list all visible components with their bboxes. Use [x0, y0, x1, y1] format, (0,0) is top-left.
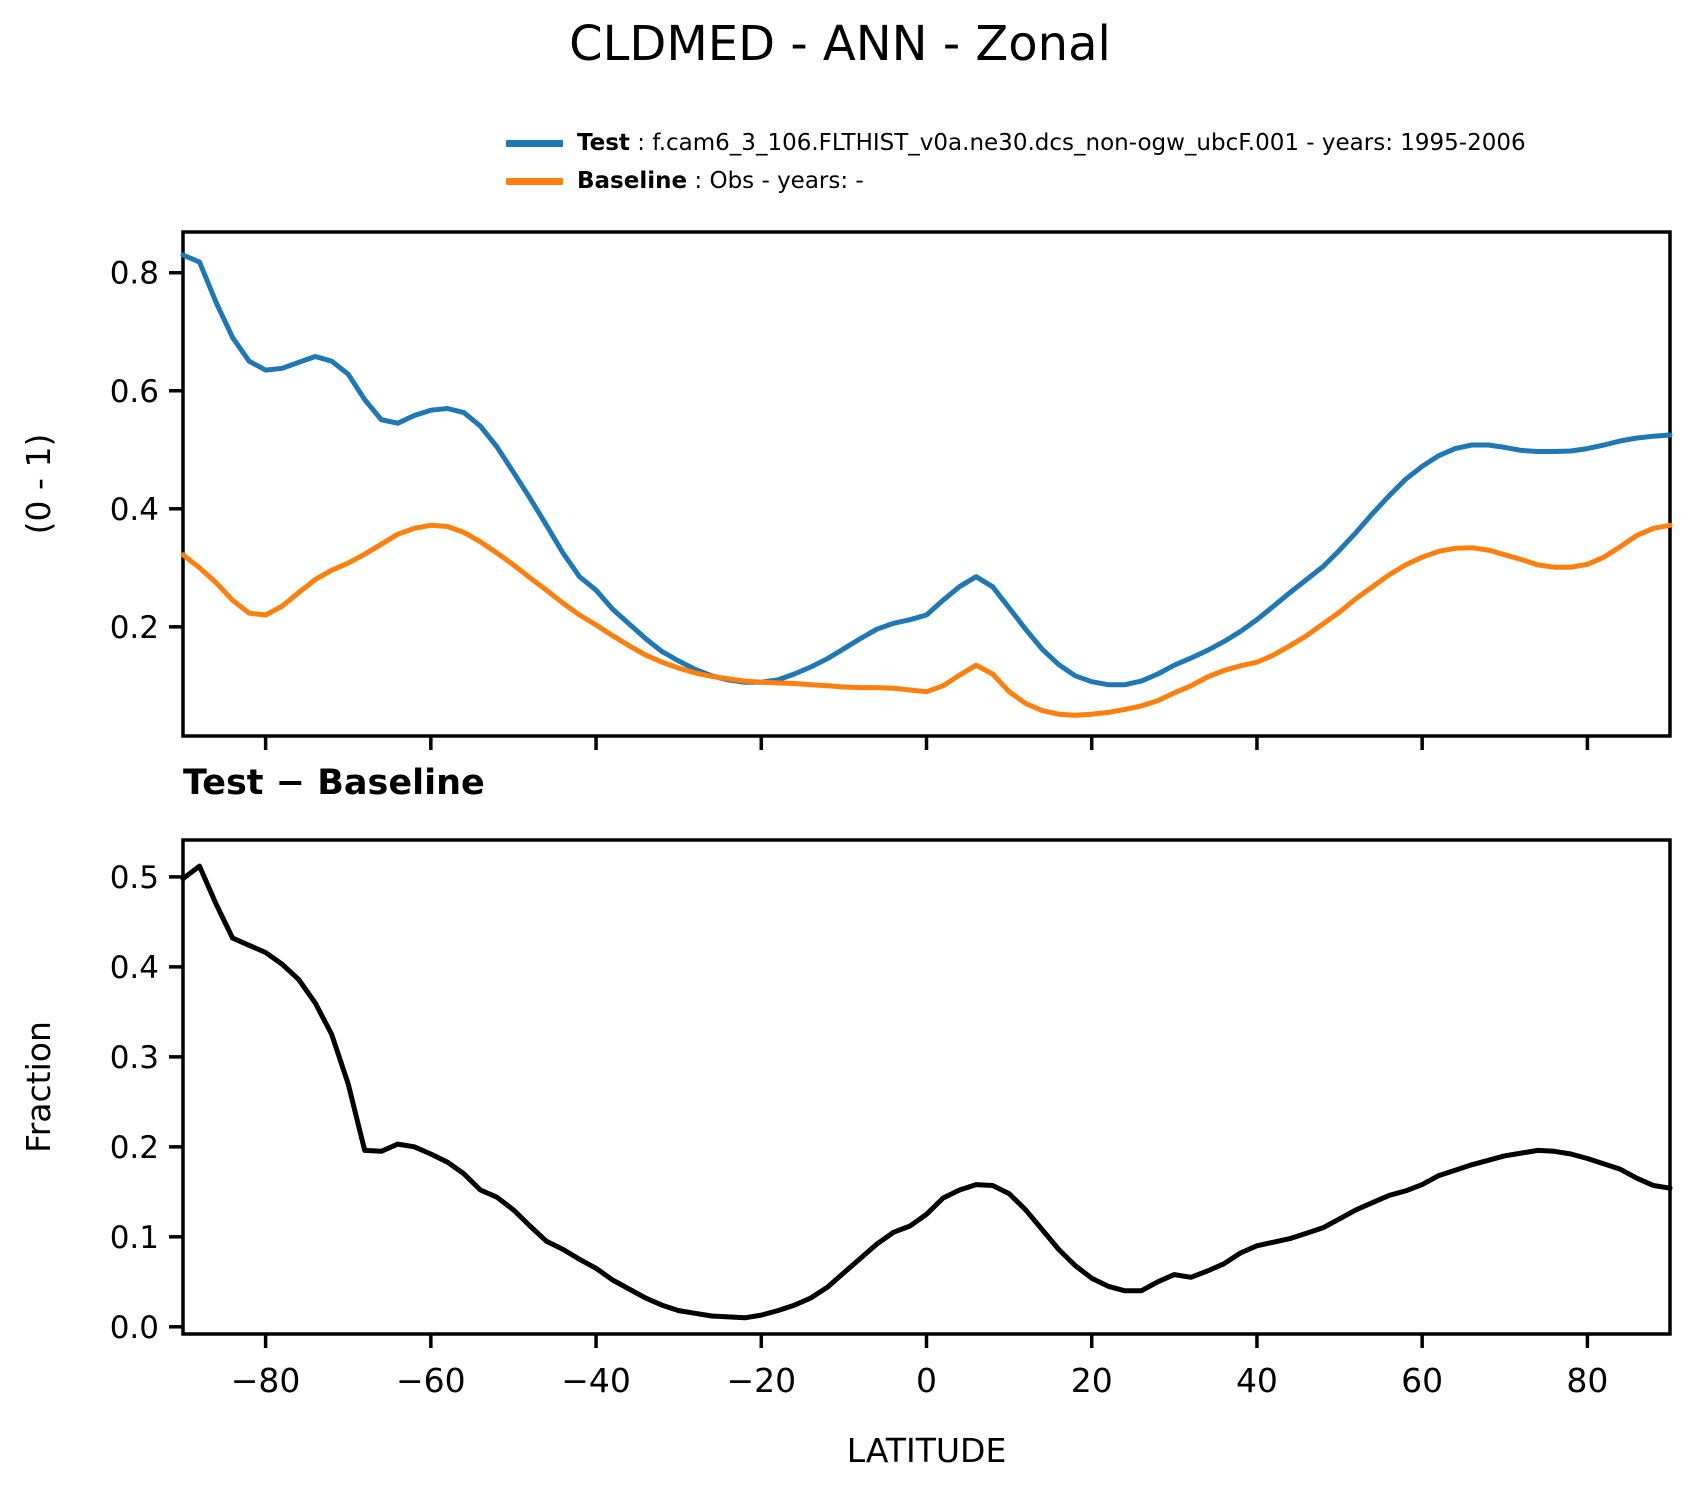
y-tick-label: 0.4 — [110, 950, 159, 986]
y-tick-label: 0.2 — [110, 1130, 159, 1166]
x-tick-label: −40 — [561, 1361, 631, 1400]
y-tick-label: 0.3 — [110, 1040, 159, 1076]
diff-plot-frame — [181, 838, 1672, 1336]
y-tick-label: 0.8 — [110, 256, 159, 292]
diff-plot-xlabel: LATITUDE — [847, 1431, 1007, 1470]
legend-label-test: Test — [577, 130, 630, 156]
x-tick-label: 40 — [1236, 1361, 1278, 1400]
test-line — [180, 252, 1673, 688]
y-tick-label: 0.4 — [110, 492, 159, 528]
test-line-swatch — [506, 139, 563, 147]
x-tick-label: −20 — [726, 1361, 796, 1400]
diff-plot-ylabel: Fraction — [19, 1021, 58, 1153]
x-tick-label: −60 — [396, 1361, 466, 1400]
x-tick-label: 60 — [1401, 1361, 1443, 1400]
legend-item-test: Test : f.cam6_3_106.FLTHIST_v0a.ne30.dcs… — [506, 124, 1526, 162]
x-tick-label: 0 — [916, 1361, 937, 1400]
y-tick-label: 0.5 — [110, 860, 159, 896]
x-tick-label: 20 — [1071, 1361, 1113, 1400]
legend-item-baseline: Baseline : Obs - years: - — [506, 162, 1526, 200]
page-title: CLDMED - ANN - Zonal — [569, 16, 1111, 72]
diff-panel-title: Test − Baseline — [183, 763, 485, 803]
baseline-line-swatch — [506, 177, 563, 185]
legend: Test : f.cam6_3_106.FLTHIST_v0a.ne30.dcs… — [506, 124, 1526, 200]
diff-plot: −80 −60 −40 −20 0 20 40 60 80 0.0 0.1 0.2 0.3 0.4 0.5 F… — [19, 838, 1673, 1470]
y-tick-label: 0.0 — [110, 1310, 159, 1346]
legend-description-test: : f.cam6_3_106.FLTHIST_v0a.ne30.dcs_non-… — [629, 130, 1526, 156]
y-tick-label: 0.6 — [110, 374, 159, 410]
top-plot-ylabel: (0 - 1) — [19, 434, 58, 535]
y-tick-label: 0.2 — [110, 610, 159, 646]
legend-label-baseline: Baseline — [577, 168, 688, 194]
y-tick-label: 0.1 — [110, 1220, 159, 1256]
top-plot: 0.2 0.4 0.6 0.8 (0 - 1) — [19, 230, 1673, 750]
x-tick-label: −80 — [231, 1361, 301, 1400]
top-plot-frame — [181, 230, 1672, 738]
x-tick-label: 80 — [1566, 1361, 1608, 1400]
baseline-line — [180, 522, 1673, 718]
legend-description-baseline: : Obs - years: - — [687, 168, 864, 194]
test-baseline-line — [180, 863, 1673, 1321]
